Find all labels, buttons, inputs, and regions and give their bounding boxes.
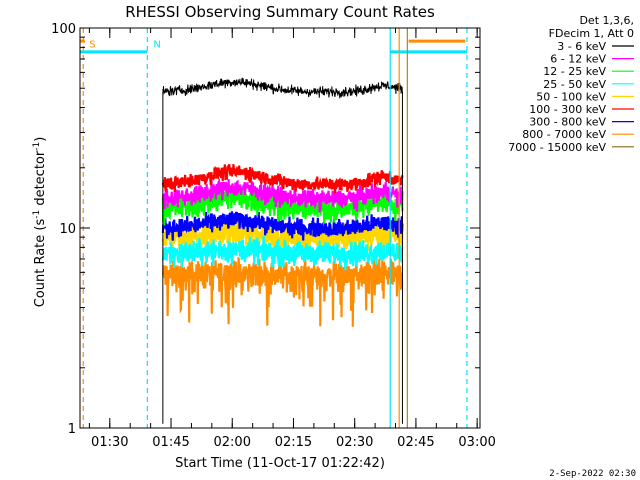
x-axis-label: Start Time (11-Oct-17 01:22:42) bbox=[175, 456, 385, 471]
x-tick-label: 02:00 bbox=[214, 435, 251, 450]
footer-timestamp: 2-Sep-2022 02:30 bbox=[549, 469, 636, 479]
legend-header-line: FDecim 1, Att 0 bbox=[549, 27, 634, 40]
series-trace bbox=[162, 177, 404, 213]
legend-header-line: Det 1,3,6, bbox=[579, 14, 634, 27]
y-tick-label: 100 bbox=[51, 22, 76, 37]
y-tick-label: 1 bbox=[68, 422, 76, 437]
x-tick-label: 02:30 bbox=[336, 435, 373, 450]
annotation-label: N bbox=[153, 39, 160, 50]
axes: 1 10 100 01:30 01:45 02:00 02:15 02:30 02:45 03:0… bbox=[51, 22, 496, 450]
legend-entry-label: 100 - 300 keV bbox=[529, 103, 606, 116]
series-trace bbox=[161, 211, 404, 241]
annotation-label: S bbox=[89, 39, 95, 50]
x-tick-label: 01:30 bbox=[91, 435, 128, 450]
legend-entry-label: 7000 - 15000 keV bbox=[508, 141, 606, 154]
x-tick-label: 03:00 bbox=[458, 435, 495, 450]
y-axis-label: Count Rate (s-1 detector-1) bbox=[32, 137, 48, 308]
legend-entry-label: 300 - 800 keV bbox=[529, 116, 606, 129]
x-tick-label: 01:45 bbox=[152, 435, 189, 450]
series-trace bbox=[161, 257, 404, 327]
chart-title: RHESSI Observing Summary Count Rates bbox=[125, 3, 435, 21]
y-tick-label: 10 bbox=[59, 222, 76, 237]
series-trace bbox=[161, 164, 404, 194]
x-tick-label: 02:45 bbox=[397, 435, 434, 450]
series-trace bbox=[162, 77, 403, 99]
legend-entry-label: 800 - 7000 keV bbox=[522, 128, 606, 141]
series-trace bbox=[161, 235, 404, 271]
legend-entry-label: 12 - 25 keV bbox=[543, 65, 606, 78]
x-tick-label: 02:15 bbox=[275, 435, 312, 450]
legend-entry-label: 6 - 12 keV bbox=[550, 53, 606, 66]
legend-entry-label: 3 - 6 keV bbox=[557, 40, 606, 53]
legend-entry-label: 25 - 50 keV bbox=[543, 78, 606, 91]
legend-entry-label: 50 - 100 keV bbox=[536, 90, 606, 103]
